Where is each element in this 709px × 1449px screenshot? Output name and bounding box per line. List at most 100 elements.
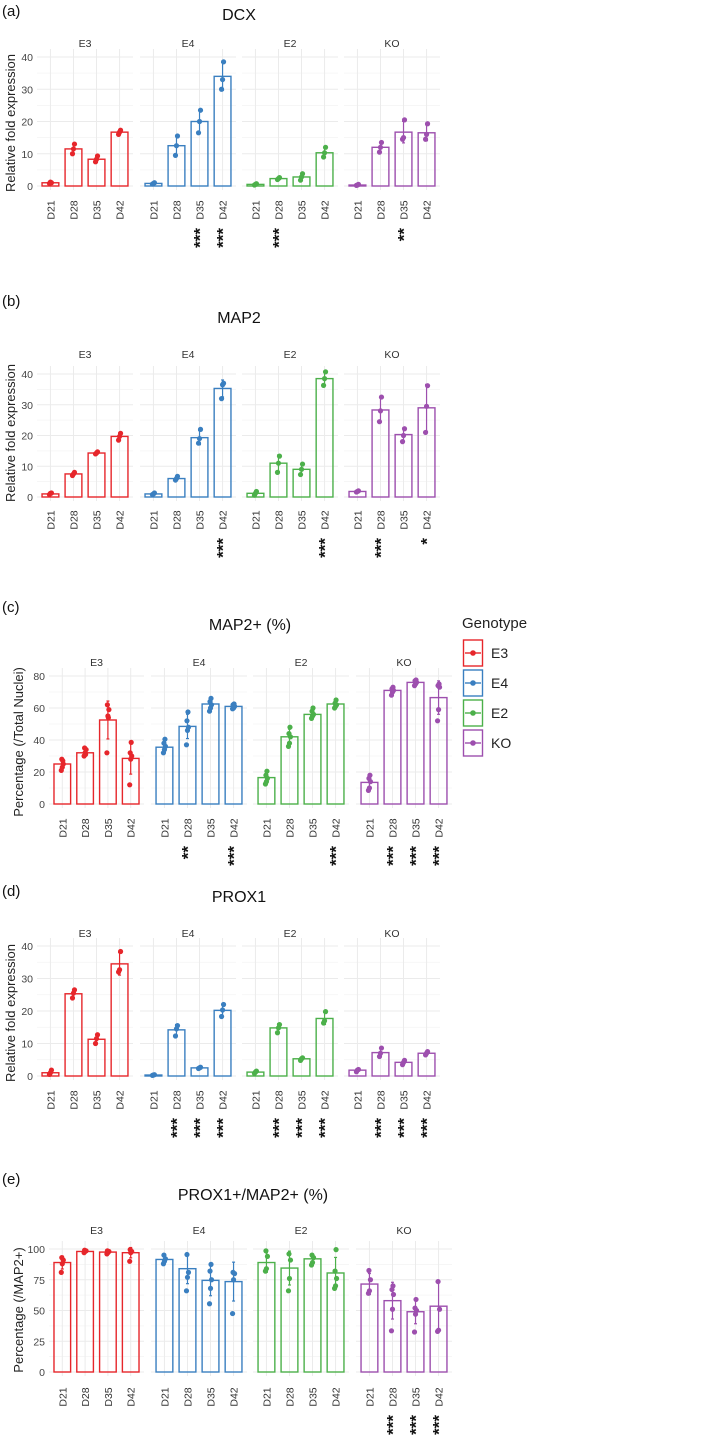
data-point xyxy=(378,394,385,400)
data-point xyxy=(197,107,204,113)
facet-strip-label: E2 xyxy=(284,38,297,50)
facet-e4: E4 D21 D28 D35 D42 xyxy=(151,1225,247,1407)
data-point xyxy=(436,1306,443,1312)
data-point xyxy=(71,469,78,475)
x-tick-label: D28 xyxy=(80,1387,92,1406)
y-tick-label: 60 xyxy=(33,703,45,715)
data-point xyxy=(106,707,112,713)
chart-title: MAP2+ (%) xyxy=(209,617,291,634)
significance-marker: *** xyxy=(371,1118,390,1138)
data-point xyxy=(309,1259,316,1266)
data-point xyxy=(276,453,283,459)
data-point xyxy=(390,1291,397,1298)
data-point xyxy=(208,1261,214,1267)
data-point xyxy=(219,76,226,83)
legend-item-ko: KO xyxy=(462,729,511,757)
panel-label: (e) xyxy=(2,1171,20,1188)
x-tick-label: D35 xyxy=(195,1090,207,1109)
y-axis-label: Percentage (/Total Nuclei) xyxy=(11,667,26,817)
facet-strip-label: E3 xyxy=(90,1225,103,1237)
y-tick-label: 40 xyxy=(21,941,33,953)
data-point xyxy=(367,1277,374,1283)
data-point xyxy=(264,1253,271,1259)
legend-label: KO xyxy=(491,735,511,751)
x-tick-label: D21 xyxy=(364,1387,376,1406)
facet-strip-label: E4 xyxy=(193,1225,206,1237)
facet-strip-label: KO xyxy=(384,349,399,361)
data-point xyxy=(253,488,260,495)
x-tick-label: D42 xyxy=(320,200,332,219)
data-point xyxy=(299,461,306,467)
significance-marker: *** xyxy=(327,846,346,866)
data-point xyxy=(82,745,88,751)
data-point xyxy=(366,1267,372,1274)
significance-marker: *** xyxy=(191,1118,210,1138)
data-point xyxy=(366,1288,373,1294)
data-point xyxy=(366,785,373,791)
data-point xyxy=(274,469,281,475)
data-point xyxy=(424,121,431,127)
x-tick-label: D42 xyxy=(218,200,230,219)
data-point xyxy=(231,701,237,707)
significance-marker: *** xyxy=(214,228,233,248)
chart-title: PROX1 xyxy=(212,889,266,906)
data-point xyxy=(412,1305,418,1311)
data-point xyxy=(161,740,167,746)
data-point xyxy=(48,490,55,496)
data-point xyxy=(185,709,191,715)
x-tick-label: D28 xyxy=(171,1090,183,1109)
chart-panel-dcx: (a) DCX Relative fold expression 0 10 20 30 40 E… xyxy=(2,3,440,248)
data-point xyxy=(195,130,202,136)
significance-marker: *** xyxy=(269,228,288,248)
significance-marker: *** xyxy=(167,1118,186,1138)
data-point xyxy=(388,1328,395,1334)
data-point xyxy=(82,1247,88,1253)
data-point xyxy=(320,382,327,388)
facet-e3: E3 D21 D28 D35 D42 xyxy=(37,38,133,220)
facet-ko: KO D21 D28 *** D35 D42 * xyxy=(344,349,440,558)
significance-marker: ** xyxy=(178,846,197,860)
data-point xyxy=(276,1022,283,1028)
facet-e4: E4 D21 D28 D35 *** D42 *** xyxy=(140,38,236,248)
data-point xyxy=(83,751,89,758)
data-point xyxy=(322,144,329,150)
data-point xyxy=(93,1036,100,1042)
data-point xyxy=(105,715,111,721)
data-point xyxy=(424,383,431,389)
data-point xyxy=(322,369,329,375)
data-point xyxy=(263,1248,269,1254)
facet-strip-label: E4 xyxy=(182,349,195,361)
facet-strip-label: E3 xyxy=(79,38,92,50)
data-point xyxy=(355,488,362,494)
data-point xyxy=(332,1268,338,1274)
data-point xyxy=(71,141,78,147)
y-tick-label: 25 xyxy=(33,1336,45,1348)
data-point xyxy=(309,1252,315,1258)
data-point xyxy=(264,768,270,774)
data-point xyxy=(321,150,328,156)
data-point xyxy=(275,460,282,466)
x-tick-label: D21 xyxy=(45,1090,57,1109)
data-point xyxy=(184,1274,191,1280)
data-point xyxy=(117,127,124,133)
facet-e2: E2 D21 D28 D35 D42 xyxy=(253,1225,349,1407)
facet-strip-label: E3 xyxy=(90,657,103,669)
x-tick-label: D35 xyxy=(297,510,309,529)
data-point xyxy=(58,1269,64,1275)
significance-marker: * xyxy=(418,538,437,545)
data-point xyxy=(286,1251,292,1257)
data-point xyxy=(197,1064,204,1070)
data-point xyxy=(48,1067,55,1073)
data-point xyxy=(94,153,101,159)
x-tick-label: D35 xyxy=(92,510,104,529)
data-point xyxy=(184,718,190,724)
x-tick-label: D42 xyxy=(434,818,446,837)
data-point xyxy=(183,742,190,748)
facet-e3: E3 D21 D28 D35 D42 xyxy=(49,657,144,838)
panel-label: (a) xyxy=(2,3,20,20)
y-tick-label: 0 xyxy=(27,181,33,193)
data-point xyxy=(332,1283,339,1289)
x-tick-label: D28 xyxy=(171,200,183,219)
x-tick-label: D35 xyxy=(297,1090,309,1109)
y-tick-label: 20 xyxy=(21,1006,33,1018)
